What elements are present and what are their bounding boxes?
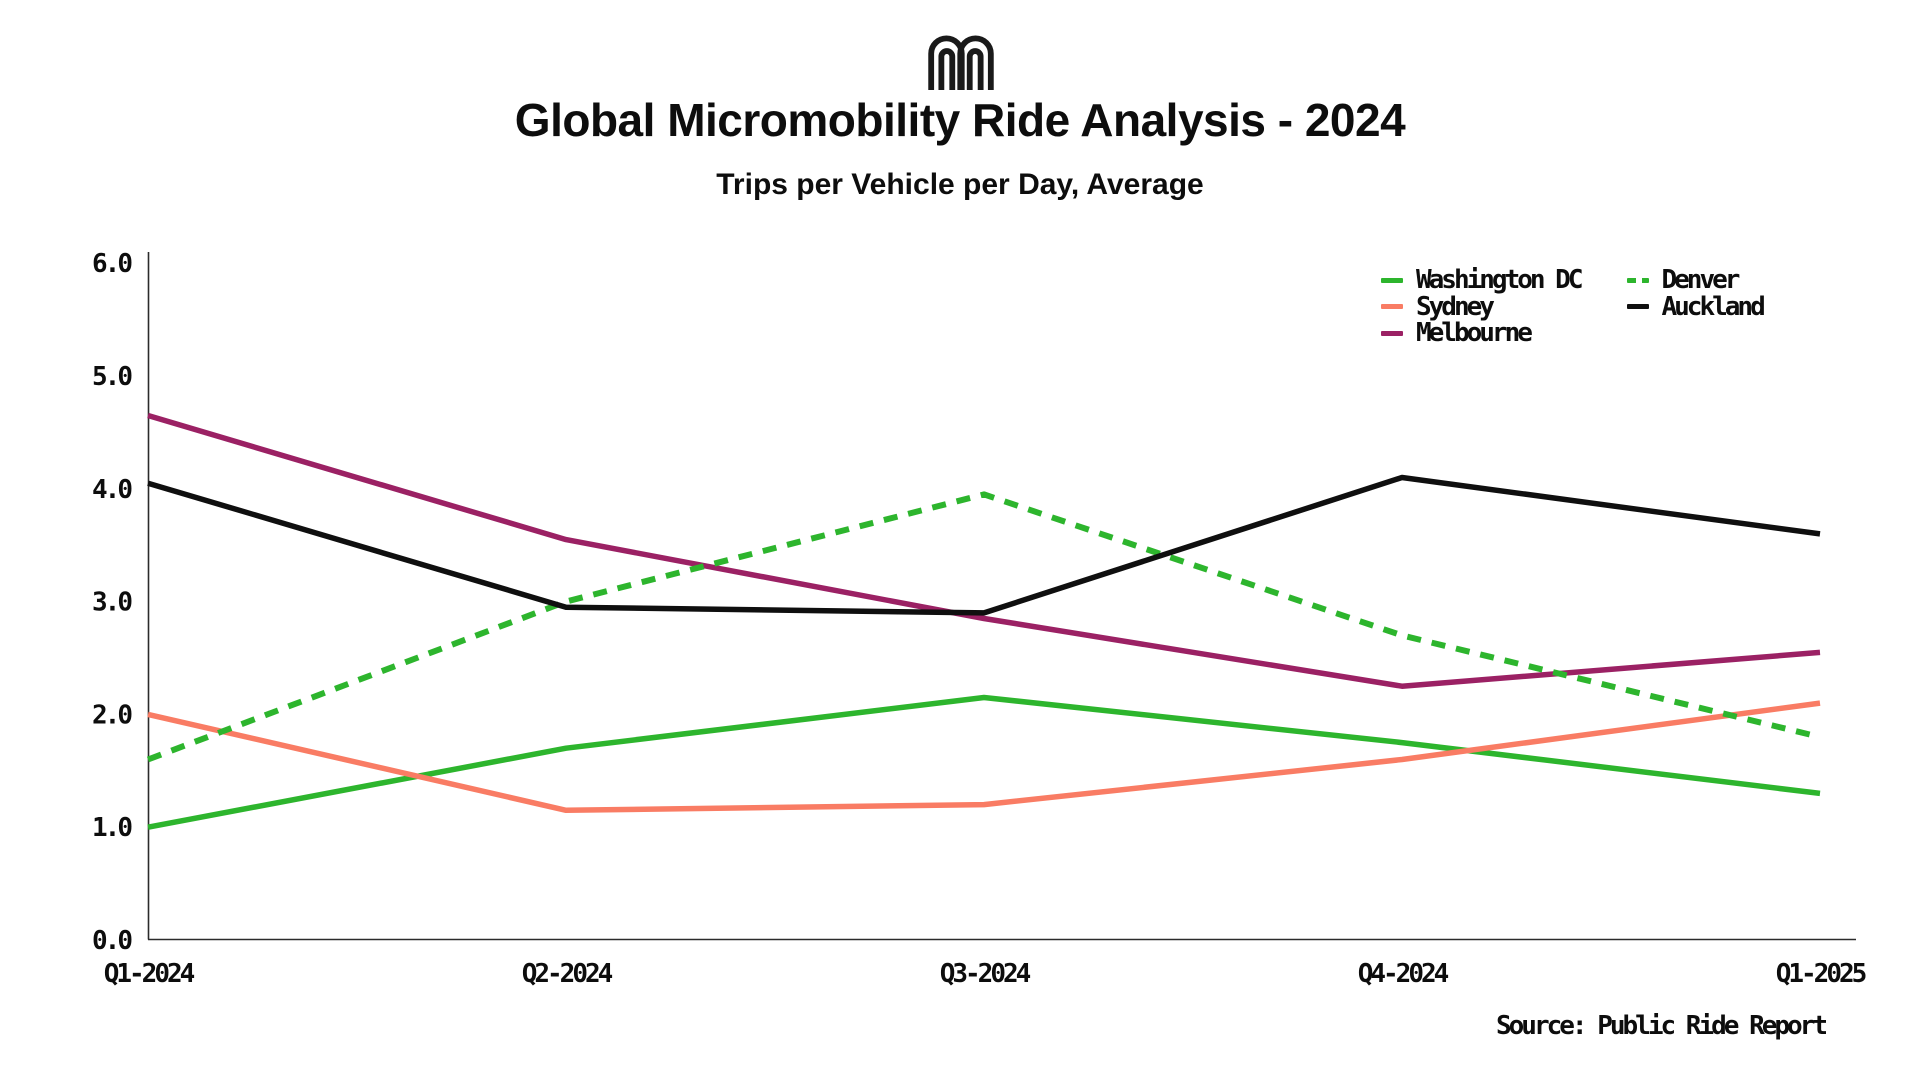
legend-swatch-line-icon [1381,330,1403,336]
x-tick-label: Q1-2024 [104,959,195,989]
legend-swatch-line-icon [1626,304,1649,310]
legend-item-melbourne: Melbourne [1381,318,1581,349]
y-tick-label: 2.0 [92,700,132,730]
brand-logo-m-icon [928,35,994,90]
series-line-denver [146,491,1821,763]
y-tick-label: 1.0 [92,813,132,843]
chart-legend: Washington DC Sydney Melbourne Denver Auckla… [1381,265,1766,349]
x-tick-label: Q2-2024 [522,959,613,989]
x-tick-label: Q1-2025 [1776,959,1866,989]
y-tick-label: 4.0 [92,475,132,505]
legend-column: Denver Auckland [1626,265,1766,347]
x-tick-label: Q3-2024 [940,959,1031,989]
legend-item-washington-dc: Washington DC [1381,265,1583,296]
series-line-sydney [147,700,1821,814]
series-line-auckland [147,474,1821,616]
legend-swatch-line-icon [1381,304,1403,310]
chart-title: Global Micromobility Ride Analysis - 202… [514,94,1406,146]
legend-label: Sydney [1416,291,1495,322]
y-tick-label: 5.0 [92,362,132,392]
legend-label: Auckland [1661,291,1766,322]
legend-item-auckland: Auckland [1626,291,1766,322]
x-tick-label: Q4-2024 [1358,959,1449,989]
legend-label: Denver [1661,265,1741,296]
series-line-melbourne [147,412,1821,689]
y-tick-label: 6.0 [92,249,132,279]
legend-item-denver: Denver [1626,265,1763,296]
y-tick-label: 3.0 [92,588,132,618]
legend-swatch-dashed-line-icon [1626,277,1649,283]
legend-column: Washington DC Sydney Melbourne [1381,265,1583,349]
source-note: Source: Public Ride Report [1496,1011,1828,1041]
legend-swatch-line-icon [1381,277,1403,283]
y-tick-label: 0.0 [92,926,132,956]
chart-subtitle: Trips per Vehicle per Day, Average [716,168,1204,201]
series-line-washington-dc [147,694,1821,830]
legend-item-sydney: Sydney [1381,291,1581,322]
legend-label: Washington DC [1416,265,1583,296]
legend-label: Melbourne [1416,318,1533,349]
